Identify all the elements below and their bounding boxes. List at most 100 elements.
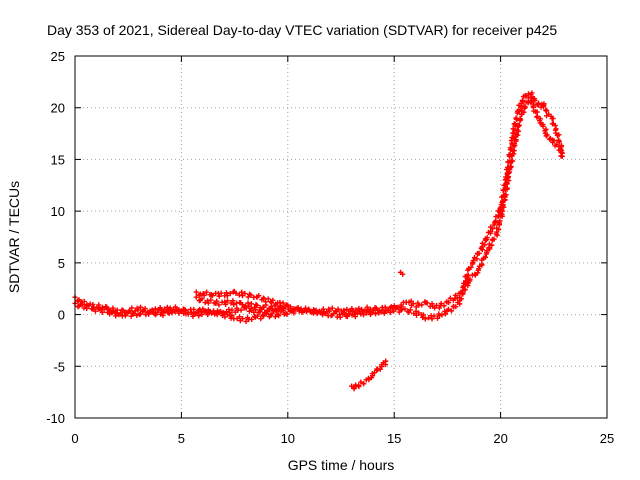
y-tick-label: 20 <box>51 101 65 116</box>
data-point <box>131 310 137 317</box>
data-point <box>298 306 304 312</box>
data-point <box>205 300 211 306</box>
data-point <box>238 307 244 313</box>
data-point <box>353 307 359 313</box>
series-mid-arc <box>193 294 287 312</box>
data-point <box>214 312 220 318</box>
data-point <box>229 307 235 313</box>
data-point <box>258 316 264 322</box>
data-point <box>263 311 269 317</box>
data-point <box>208 297 214 303</box>
y-tick-label: 5 <box>58 256 65 271</box>
data-point <box>320 312 326 318</box>
data-point <box>249 316 255 323</box>
data-point <box>254 302 260 309</box>
data-point <box>356 305 362 312</box>
data-point <box>91 304 97 310</box>
data-point <box>349 305 355 312</box>
data-point <box>254 313 260 319</box>
data-point <box>391 303 397 309</box>
data-point <box>484 234 490 241</box>
data-point <box>269 310 275 317</box>
data-point <box>377 366 383 372</box>
y-tick-label: 0 <box>58 308 65 323</box>
data-point <box>354 310 361 316</box>
data-point <box>543 133 549 139</box>
data-point <box>352 314 358 320</box>
data-point <box>116 312 122 318</box>
data-point <box>199 296 205 302</box>
data-point <box>496 226 502 233</box>
data-point <box>505 175 511 181</box>
data-point <box>482 242 488 248</box>
data-point <box>224 293 231 299</box>
data-point <box>441 303 447 309</box>
data-point <box>556 132 562 138</box>
data-point <box>438 300 444 307</box>
data-point <box>278 309 284 315</box>
data-point <box>99 309 105 316</box>
series-negative-segment <box>349 358 389 392</box>
data-point <box>489 242 495 248</box>
data-point <box>316 308 322 314</box>
data-point <box>460 290 466 296</box>
data-point <box>474 256 480 262</box>
data-point <box>132 308 138 314</box>
data-point <box>129 305 135 311</box>
y-axis-label: SDTVAR / TECUs <box>6 181 22 293</box>
data-point <box>384 307 390 314</box>
data-point <box>381 310 388 316</box>
data-point <box>431 313 437 319</box>
data-point <box>407 307 414 313</box>
data-point <box>90 301 96 308</box>
data-point <box>322 310 328 317</box>
data-point <box>230 298 236 304</box>
data-point <box>216 302 222 308</box>
data-point <box>509 158 516 164</box>
data-point <box>340 311 346 317</box>
data-point <box>550 115 556 122</box>
data-point <box>543 108 549 114</box>
data-point <box>223 290 230 296</box>
data-point <box>223 301 229 307</box>
data-point <box>337 314 343 320</box>
data-point <box>192 310 199 317</box>
data-point <box>201 292 207 299</box>
data-point <box>413 304 419 310</box>
data-point <box>113 313 119 319</box>
data-point <box>344 306 350 312</box>
data-point <box>393 306 399 312</box>
data-point <box>193 289 199 295</box>
data-point <box>410 301 416 307</box>
data-point <box>559 153 565 159</box>
data-point <box>467 276 473 282</box>
data-point <box>516 122 522 128</box>
data-point <box>190 313 196 319</box>
data-point <box>142 305 148 312</box>
series-isolated-point <box>397 269 406 277</box>
data-point <box>511 121 517 127</box>
axis-ticks: 0 5 10 15 20 25 -10 -5 0 5 10 15 20 25 <box>46 49 614 446</box>
data-point <box>335 306 341 312</box>
data-point <box>475 267 481 273</box>
data-point <box>172 304 179 310</box>
series-lower-band <box>72 94 565 325</box>
data-point <box>233 290 239 296</box>
data-point <box>291 310 297 316</box>
data-point <box>530 103 536 109</box>
data-point <box>313 307 319 313</box>
data-point <box>270 297 276 303</box>
data-point <box>336 312 343 318</box>
x-tick-label: 15 <box>387 431 401 446</box>
data-point <box>402 306 408 312</box>
data-point <box>273 308 279 314</box>
data-point <box>378 309 384 315</box>
data-point <box>387 309 393 316</box>
data-point <box>263 302 269 308</box>
data-point <box>522 104 528 110</box>
data-point <box>218 290 224 296</box>
data-point <box>148 308 155 314</box>
data-point <box>364 304 370 310</box>
data-point <box>507 164 514 171</box>
x-tick-label: 10 <box>281 431 295 446</box>
